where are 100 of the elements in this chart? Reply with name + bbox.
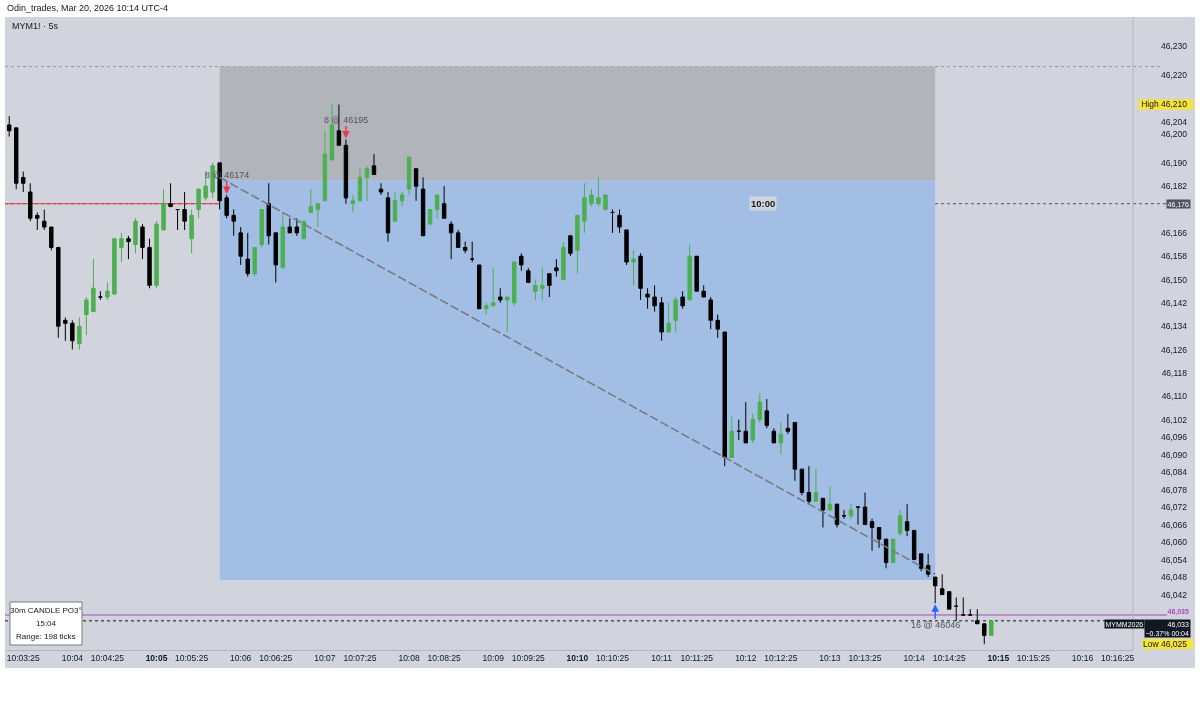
candlestick bbox=[806, 465, 812, 505]
candlestick bbox=[547, 273, 552, 298]
candlestick bbox=[561, 241, 566, 281]
y-tick-label: High 46,210 bbox=[1141, 99, 1188, 110]
candlestick bbox=[961, 596, 966, 616]
x-tick-label: 10:15 bbox=[987, 653, 1010, 664]
candlestick bbox=[519, 252, 524, 272]
candlestick bbox=[680, 290, 685, 310]
candlestick bbox=[84, 296, 89, 336]
candlestick bbox=[491, 267, 496, 307]
candlestick bbox=[350, 194, 356, 213]
candlestick bbox=[701, 284, 706, 298]
candlestick bbox=[827, 486, 833, 511]
candlestick bbox=[946, 591, 952, 610]
candlestick bbox=[301, 220, 307, 240]
y-tick-label: 46,066 bbox=[1161, 519, 1188, 530]
candlestick bbox=[126, 235, 131, 260]
candlestick bbox=[28, 182, 33, 222]
annotation: 8 @ 46174 bbox=[205, 170, 250, 180]
x-tick-label: 10:05:25 bbox=[175, 653, 209, 664]
candlestick bbox=[975, 608, 980, 625]
candlestick bbox=[932, 576, 938, 604]
candlestick bbox=[385, 191, 391, 243]
candlestick bbox=[750, 413, 756, 444]
candlestick bbox=[364, 165, 370, 202]
x-tick-label: 10:04:25 bbox=[90, 653, 125, 664]
y-tick-label: 46,096 bbox=[1161, 432, 1188, 443]
candlestick bbox=[238, 226, 243, 266]
candlestick bbox=[484, 302, 489, 316]
y-tick-label: 46,078 bbox=[1161, 484, 1188, 495]
candlestick bbox=[610, 209, 615, 234]
x-tick-label: 10:07 bbox=[314, 653, 336, 664]
candlestick bbox=[98, 290, 103, 301]
candlestick bbox=[848, 503, 854, 520]
candlestick bbox=[813, 468, 819, 502]
candlestick bbox=[343, 139, 349, 205]
candlestick bbox=[49, 226, 54, 251]
annotation: Range: 198 ticks bbox=[16, 632, 76, 641]
y-tick-label: 46,042 bbox=[1161, 589, 1188, 600]
y-tick-label: 46,048 bbox=[1161, 572, 1188, 583]
candlestick bbox=[582, 182, 587, 234]
candlestick bbox=[168, 182, 173, 208]
candlestick bbox=[63, 316, 68, 342]
x-tick-label: 10:10 bbox=[566, 653, 589, 664]
candlestick bbox=[897, 509, 903, 537]
candlestick bbox=[743, 401, 748, 444]
candlestick bbox=[820, 497, 826, 528]
candlestick bbox=[259, 209, 264, 248]
y-tick-label: 46,190 bbox=[1161, 157, 1188, 168]
candlestick bbox=[147, 238, 152, 289]
x-tick-label: 10:07:25 bbox=[343, 653, 377, 664]
annotation: 10:00 bbox=[751, 198, 776, 209]
candlestick bbox=[105, 281, 110, 301]
x-tick-label: 10:14 bbox=[903, 653, 926, 664]
candlestick bbox=[231, 209, 236, 237]
y-tick-label: 46,054 bbox=[1161, 554, 1188, 565]
x-tick-label: 10:11:25 bbox=[680, 653, 714, 664]
y-tick-label: 46,150 bbox=[1161, 274, 1188, 285]
x-tick-label: 10:10:25 bbox=[595, 653, 630, 664]
candlestick bbox=[918, 553, 924, 572]
candlestick bbox=[575, 214, 580, 275]
candlestick bbox=[904, 503, 910, 537]
candlestick bbox=[476, 264, 482, 310]
chart-subtitle: Odin_trades, Mar 20, 2026 10:14 UTC-4 bbox=[7, 3, 169, 13]
y-tick-label: 46,166 bbox=[1161, 227, 1188, 238]
candlestick bbox=[954, 596, 959, 622]
candlestick bbox=[448, 220, 454, 260]
x-tick-label: 10:09 bbox=[482, 653, 505, 664]
candlestick bbox=[869, 518, 875, 552]
candlestick bbox=[505, 296, 510, 333]
candlestick bbox=[294, 217, 300, 237]
candlestick bbox=[420, 176, 426, 237]
x-tick-label: 10:16:25 bbox=[1101, 653, 1135, 664]
x-tick-label: 10:13 bbox=[819, 653, 841, 664]
candlestick bbox=[722, 331, 727, 467]
y-tick-label: 46,118 bbox=[1161, 367, 1188, 378]
y-tick-label: 46,182 bbox=[1161, 181, 1188, 192]
candlestick bbox=[533, 279, 538, 301]
x-tick-label: 10:08 bbox=[398, 653, 420, 664]
y-tick-label: 46,204 bbox=[1161, 116, 1188, 127]
y-tick-label: 46,084 bbox=[1161, 467, 1188, 478]
candlestick bbox=[224, 194, 229, 219]
x-tick-label: 10:16 bbox=[1071, 653, 1094, 664]
x-tick-label: 10:12 bbox=[735, 653, 757, 664]
candlestick bbox=[413, 168, 419, 202]
candlestick bbox=[911, 529, 917, 561]
candlestick bbox=[631, 249, 636, 286]
candlestick bbox=[112, 238, 117, 295]
candlestick bbox=[540, 267, 545, 301]
candlestick bbox=[862, 491, 868, 526]
x-tick-label: 10:14:25 bbox=[932, 653, 967, 664]
candlestick bbox=[764, 398, 770, 429]
candlestick bbox=[371, 153, 377, 176]
candlestick bbox=[154, 220, 159, 289]
y-tick-label: 46,060 bbox=[1161, 537, 1188, 548]
candlestick bbox=[603, 194, 608, 211]
x-tick-label: 10:06:25 bbox=[259, 653, 293, 664]
candlestick bbox=[589, 188, 594, 208]
candlestick bbox=[687, 244, 692, 301]
candlestick bbox=[42, 209, 47, 231]
